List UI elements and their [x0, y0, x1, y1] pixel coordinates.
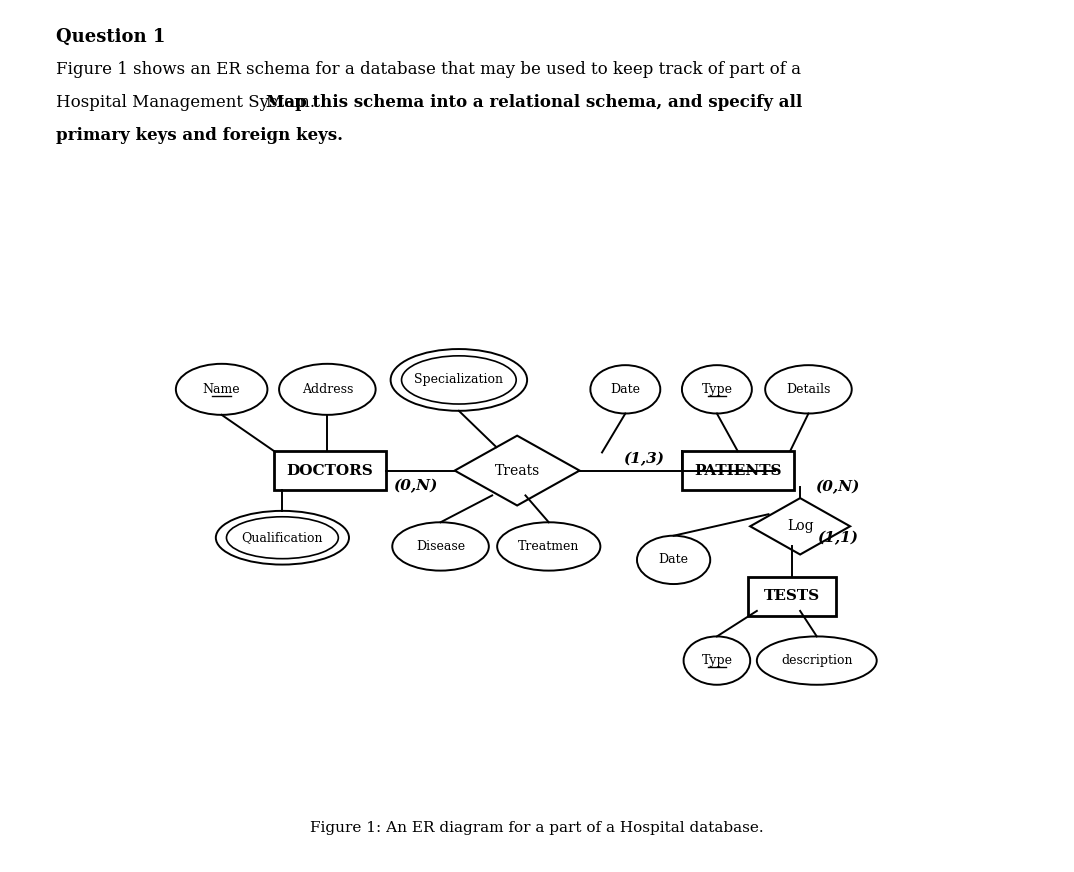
Text: Question 1: Question 1: [56, 28, 165, 46]
Text: description: description: [781, 654, 853, 667]
Text: Log: Log: [787, 520, 813, 534]
Text: Type: Type: [701, 383, 732, 396]
Text: Specialization: Specialization: [415, 373, 504, 386]
Text: (1,3): (1,3): [623, 452, 664, 467]
Text: DOCTORS: DOCTORS: [287, 464, 374, 478]
Text: Details: Details: [786, 383, 830, 396]
Text: Type: Type: [701, 654, 732, 667]
Text: Address: Address: [302, 383, 353, 396]
Text: Treatmen: Treatmen: [518, 540, 580, 553]
Text: Hospital Management System.: Hospital Management System.: [56, 94, 320, 111]
Text: Qualification: Qualification: [242, 531, 323, 544]
Text: Figure 1 shows an ER schema for a database that may be used to keep track of par: Figure 1 shows an ER schema for a databa…: [56, 61, 801, 78]
Text: Date: Date: [610, 383, 640, 396]
Text: (0,N): (0,N): [815, 480, 860, 494]
Text: Date: Date: [658, 554, 688, 567]
Text: Figure 1: An ER diagram for a part of a Hospital database.: Figure 1: An ER diagram for a part of a …: [310, 821, 764, 835]
Text: primary keys and foreign keys.: primary keys and foreign keys.: [56, 127, 343, 144]
Text: Name: Name: [203, 383, 241, 396]
Text: (0,N): (0,N): [393, 479, 438, 494]
Text: Disease: Disease: [416, 540, 465, 553]
Text: Map this schema into a relational schema, and specify all: Map this schema into a relational schema…: [266, 94, 802, 111]
Text: TESTS: TESTS: [764, 589, 819, 603]
Text: PATIENTS: PATIENTS: [694, 464, 782, 478]
Text: (1,1): (1,1): [817, 531, 858, 545]
Text: Treats: Treats: [494, 464, 540, 478]
